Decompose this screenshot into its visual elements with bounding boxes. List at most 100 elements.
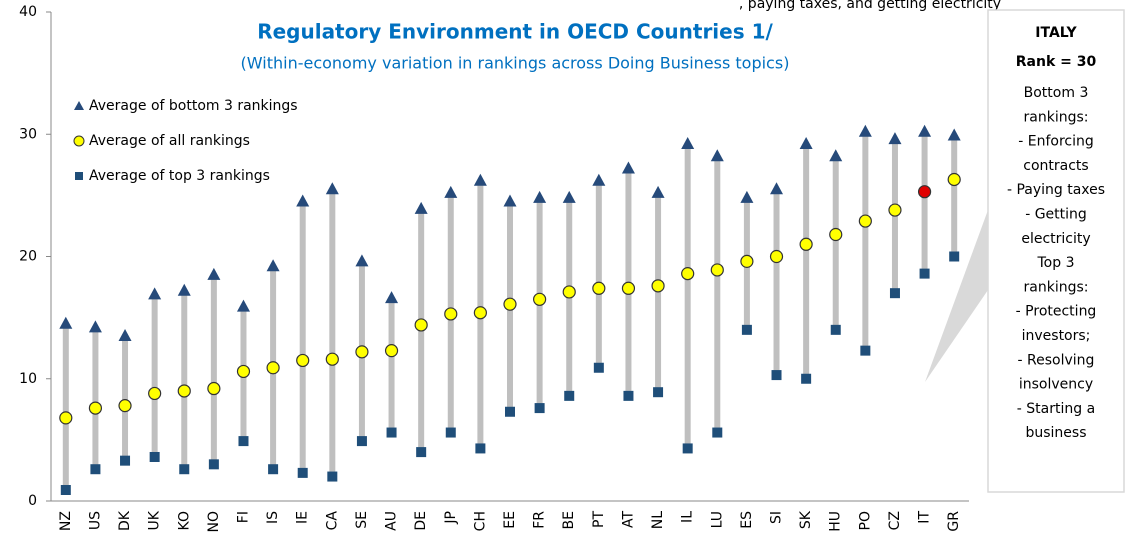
triangle-marker <box>592 173 606 186</box>
circle-marker <box>266 361 280 375</box>
range-bar <box>122 335 129 461</box>
circle-marker <box>947 172 961 187</box>
chart-title: Regulatory Environment in OECD Countries… <box>257 20 773 44</box>
square-marker <box>120 455 131 466</box>
square-marker <box>534 403 545 414</box>
square-marker <box>949 251 960 262</box>
legend-marker <box>75 172 83 180</box>
x-tick-label: IL <box>680 511 696 523</box>
square-marker <box>623 390 634 401</box>
x-tick-label: GR <box>946 511 962 532</box>
square-marker <box>593 362 604 373</box>
square-marker <box>830 324 841 335</box>
x-tick-label: US <box>87 511 103 530</box>
circle-marker <box>592 281 606 295</box>
callout-line: - Starting a <box>1017 401 1095 417</box>
range-bar <box>62 323 69 490</box>
circle-marker <box>769 249 784 264</box>
circle-marker <box>355 345 369 359</box>
range-bar <box>684 144 691 449</box>
x-tick-label: IS <box>265 511 281 524</box>
square-marker <box>386 427 397 438</box>
triangle-marker <box>858 124 872 137</box>
triangle-marker <box>651 185 665 198</box>
y-tick-label: 40 <box>19 4 37 20</box>
circle-marker <box>651 279 665 293</box>
x-tick-label: HU <box>828 511 844 532</box>
callout-line: investors; <box>1022 328 1091 344</box>
square-marker <box>771 370 782 381</box>
range-bar <box>92 327 99 470</box>
range-bar <box>181 290 188 470</box>
square-marker <box>327 471 338 482</box>
legend-label: Average of bottom 3 rankings <box>89 98 298 114</box>
x-tick-label: NL <box>650 511 666 529</box>
circle-marker <box>740 254 754 268</box>
square-marker <box>90 464 101 475</box>
circle-marker <box>59 411 73 425</box>
range-bar <box>803 144 810 379</box>
triangle-marker <box>444 185 458 198</box>
circle-marker <box>384 344 399 358</box>
x-tick-label: DK <box>117 510 133 531</box>
y-tick-label: 20 <box>19 249 37 265</box>
x-tick-label: SE <box>354 511 370 529</box>
triangle-marker <box>177 283 191 296</box>
triangle-marker <box>266 259 280 272</box>
callout-line: Bottom 3 <box>1024 85 1089 101</box>
triangle-marker <box>385 291 399 304</box>
triangle-marker <box>533 190 547 203</box>
x-tick-label: BE <box>561 511 577 529</box>
callout-line: - Paying taxes <box>1007 182 1105 198</box>
x-tick-label: JP <box>443 511 459 525</box>
triangle-marker <box>829 149 843 162</box>
x-tick-label: PO <box>857 511 873 530</box>
square-marker <box>149 451 160 462</box>
square-marker <box>741 324 752 335</box>
y-tick-label: 30 <box>19 126 37 142</box>
circle-marker <box>177 384 191 398</box>
triangle-marker <box>88 320 102 333</box>
x-tick-label: FI <box>235 511 251 523</box>
circle-marker <box>118 399 132 413</box>
x-tick-label: IE <box>295 511 311 524</box>
legend-marker <box>74 101 84 110</box>
legend-label: Average of all rankings <box>89 133 250 149</box>
triangle-marker <box>918 124 932 137</box>
circle-marker <box>829 227 843 242</box>
triangle-marker <box>681 137 695 150</box>
circle-marker <box>681 267 695 281</box>
circle-marker <box>799 237 813 251</box>
triangle-marker <box>888 132 902 145</box>
triangle-marker <box>562 190 576 203</box>
square-marker <box>297 467 308 478</box>
x-tick-label: NZ <box>58 511 74 531</box>
callout-line: - Enforcing <box>1018 134 1094 150</box>
triangle-marker <box>740 190 754 203</box>
triangle-marker <box>770 182 784 195</box>
x-tick-label: DE <box>413 511 429 531</box>
circle-marker <box>325 352 339 366</box>
square-marker <box>682 443 693 454</box>
circle-marker <box>148 386 162 401</box>
y-tick-label: 10 <box>19 371 37 387</box>
circle-marker <box>207 381 221 396</box>
range-bar <box>329 189 336 477</box>
range-bar <box>388 298 395 433</box>
triangle-marker <box>59 316 73 329</box>
square-marker <box>60 484 71 495</box>
x-tick-label: LU <box>709 511 725 528</box>
x-tick-label: EE <box>502 511 518 529</box>
triangle-marker <box>236 299 250 312</box>
square-marker <box>712 427 723 438</box>
callout-line: rankings: <box>1024 279 1089 295</box>
circle-marker <box>888 203 902 217</box>
triangle-marker <box>118 328 132 341</box>
square-marker <box>889 288 900 299</box>
legend-marker <box>73 135 85 147</box>
y-tick-label: 0 <box>28 493 37 509</box>
circle-marker <box>88 401 103 415</box>
range-bar <box>832 156 839 330</box>
x-tick-label: PT <box>591 511 607 528</box>
